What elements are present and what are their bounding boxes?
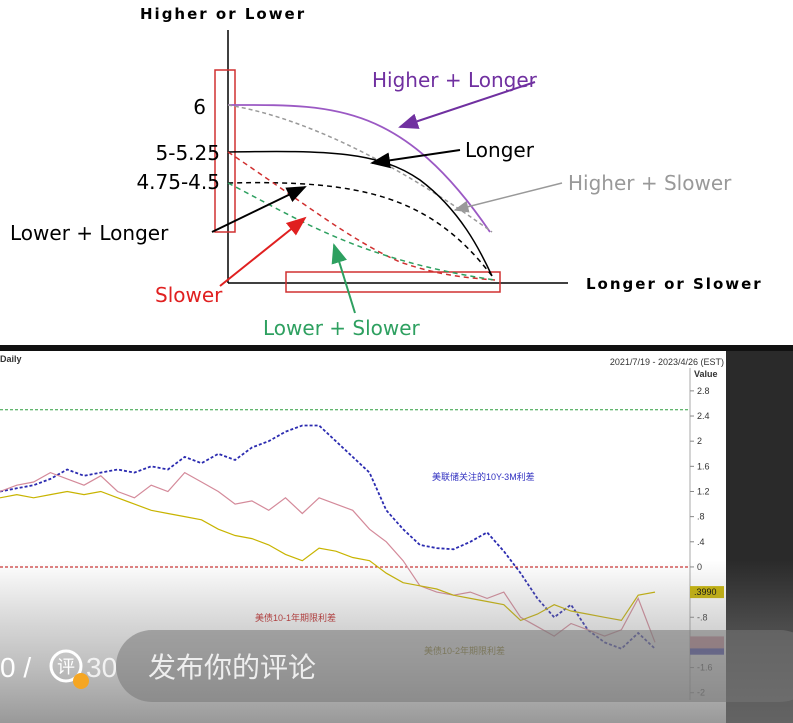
curve-lower-longer (227, 181, 493, 277)
comment-icon[interactable] (49, 649, 83, 683)
separator (0, 345, 793, 351)
comment-count: 0 / (0, 652, 31, 683)
curve-higher-longer (227, 104, 491, 233)
chart-subtitle: 2021/7/19 - 2023/4/26 (EST) (610, 357, 724, 367)
x-axis-title: Longer or Slower (586, 275, 763, 293)
y-tick-label: 2 (697, 436, 702, 446)
label: Higher + Longer (372, 68, 538, 92)
arrow (398, 81, 536, 129)
arrow (453, 182, 563, 213)
highlight-box (214, 69, 236, 233)
curve-lower-slower (227, 182, 496, 281)
y-tick-label: .8 (697, 512, 705, 522)
label: Higher + Slower (568, 171, 732, 195)
y-axis-title: Higher or Lower (140, 5, 306, 23)
y-tick-label: 2.4 (697, 411, 710, 421)
label: Lower + Longer (10, 221, 169, 245)
y-tick-label: 2.8 (697, 386, 710, 396)
comment-overlay: 0 / 评 30 发布你的评论 (0, 560, 793, 723)
y-tick-label: 1.6 (697, 461, 710, 471)
label: Lower + Slower (263, 316, 421, 340)
badge (73, 673, 89, 689)
comment-count: 30 (86, 652, 117, 683)
arrow (211, 186, 307, 233)
label: Longer (465, 138, 535, 162)
y-tick-label: .4 (697, 537, 705, 547)
series-label: 美联储关注的10Y-3M利差 (432, 471, 535, 482)
arrow (219, 216, 307, 287)
level-label: 5-5.25 (156, 141, 220, 165)
level-label: 4.75-4.5 (136, 170, 220, 194)
diagram: Higher or Lower Longer or Slower 6 5-5.2… (0, 0, 793, 345)
comment-icon-text: 评 (57, 657, 75, 677)
chart-title: Daily (0, 354, 22, 364)
y-axis-title: Value (694, 369, 718, 379)
level-label: 6 (193, 95, 206, 119)
highlight-box (285, 271, 501, 293)
diagram-background (0, 0, 793, 345)
label: Slower (155, 283, 223, 307)
y-tick-label: 1.2 (697, 486, 710, 496)
comment-placeholder: 发布你的评论 (148, 652, 316, 683)
comment-input[interactable] (116, 630, 793, 702)
arrow (370, 149, 461, 169)
curve-longer (227, 150, 493, 277)
arrow (331, 243, 356, 314)
